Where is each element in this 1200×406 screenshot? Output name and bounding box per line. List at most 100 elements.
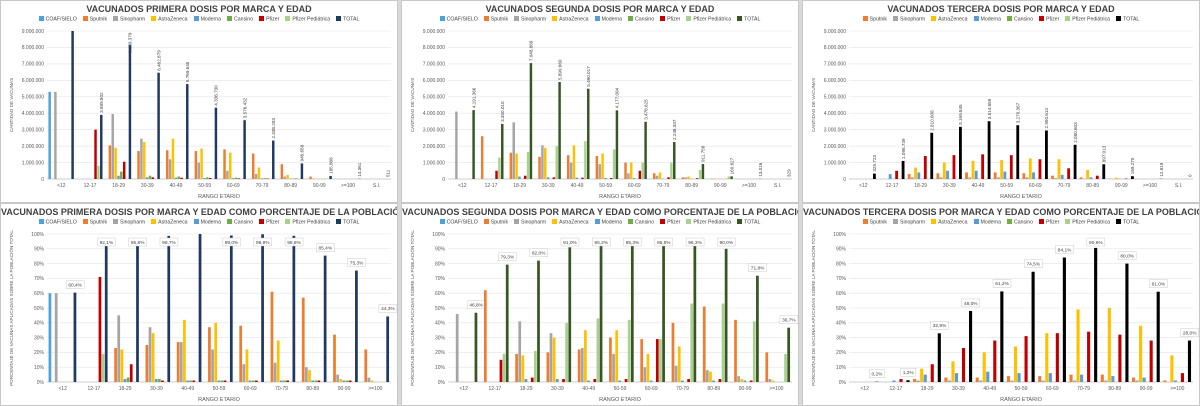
bar-cansino [126,377,130,382]
y-tick-label: 1.000.000 [22,160,44,166]
bar-sputnik [114,347,117,382]
y-tick-label: 5.000.000 [824,95,846,101]
bar-astrazeneca [1000,160,1004,179]
legend-swatch [151,219,157,224]
legend-label: Sputnik [869,16,887,23]
bar-total [630,240,634,382]
bar-moderna [555,379,559,382]
data-label-text: 4.191.366 [471,87,476,108]
data-label: 44,3% [378,304,397,313]
bar-sinopharm [768,379,772,382]
data-label-text: 96,3% [688,240,702,246]
data-label: 511 [386,169,391,177]
bar-pfizer [749,380,753,382]
data-label: 28,0% [1180,328,1199,337]
bar-total [198,234,202,382]
legend-item-pfizer-pedi-trica: Pfizer Pediátrica [1065,219,1110,226]
bar-sinopharm [598,164,601,179]
x-tick-label: >=100 [1143,183,1157,189]
data-label-box [961,298,980,308]
data-label-text: 1,2% [903,370,915,376]
legend-swatch [483,16,489,21]
data-label-text: 5.769.645 [185,61,190,82]
bar-sputnik [483,290,487,382]
data-label-text: 98,8% [287,240,301,246]
bar-sinopharm [1041,380,1045,382]
bar-pfizer-pedi-trica [97,165,100,179]
bar-total [537,260,540,382]
bar-total [186,84,189,179]
bar-total [587,88,590,179]
data-label-box [560,237,580,247]
x-axis-label: RANGO ETARIO [1000,194,1042,200]
data-label-text: 0,2% [871,372,883,378]
bar-moderna [1032,172,1035,179]
bar-moderna [604,178,607,179]
x-tick-label: 30-39 [150,386,163,392]
bar-astrazeneca [971,160,975,179]
legend-label: Pfizer [266,16,280,23]
bar-moderna [1111,376,1115,382]
y-tick-label: 8.000.000 [423,45,445,51]
y-tick-label: 0 [843,177,846,183]
bar-total [229,235,233,382]
data-label: 169.275 [1130,157,1135,174]
bar-cansino [148,175,152,179]
bar-total [644,121,647,179]
bar-sputnik [145,345,149,382]
legend-item-sputnik: Sputnik [82,16,107,23]
x-tick-label: 90-99 [313,183,326,189]
bar-sinopharm [254,174,258,179]
bar-pfizer [161,380,164,382]
bar-pfizer [1087,331,1091,382]
legend-label: Sputnik [89,219,108,226]
bar-pfizer [718,379,722,382]
bar-pfizer [687,379,690,382]
x-tick-label: >=100 [742,183,756,189]
data-label-box [159,237,179,247]
legend-swatch [686,16,692,21]
y-tick-label: 7.000.000 [824,62,846,68]
legend-label: Pfizer [1046,219,1060,226]
y-tick-label: 9.000.000 [423,29,445,35]
bar-cansino [177,176,180,179]
y-tick-label: 5.000.000 [423,95,445,101]
bar-sinopharm [1025,177,1029,179]
legend-label: TOTAL [744,219,761,226]
legend-label: TOTAL [744,16,761,23]
bar-sinopharm [655,175,659,179]
bar-sputnik [652,173,656,179]
y-tick-label: 9.000.000 [824,29,846,35]
bar-astrazeneca [951,361,955,382]
bar-total [136,240,139,382]
data-label-box [378,304,397,313]
bar-moderna [587,380,590,382]
x-tick-label: 60-69 [244,386,257,392]
legend-swatch [151,16,157,21]
x-tick-label: 12-17 [886,183,899,189]
data-label-box [253,237,272,247]
bar-moderna [923,374,927,382]
legend-label: Pfizer Pediátrica [292,16,331,23]
bar-moderna [954,373,959,382]
data-label-text: 79,3% [501,254,515,260]
bar-sputnik [364,349,368,382]
x-tick-label: 90-99 [1140,386,1153,392]
legend-label: Sinopharm [899,219,926,226]
data-label-text: 32,9% [933,323,947,329]
legend-label: Pfizer Pediátrica [693,219,732,226]
x-axis-label: RANGO ETARIO [1000,397,1042,403]
bar-total [501,123,504,179]
legend-label: AstraZeneca [158,219,188,226]
data-label-text: 897.013 [1102,145,1107,162]
bar-total [673,142,676,179]
bar-astrazeneca [544,147,547,179]
bar-moderna [311,380,314,382]
x-tick-label: 12-17 [84,183,97,189]
bar-total [937,333,941,382]
legend-label: Sputnik [490,219,509,226]
y-tick-label: 2.000.000 [423,144,445,150]
bar-astrazeneca [572,145,576,179]
x-tick-label: 40-49 [972,183,985,189]
bar-moderna [248,380,252,382]
